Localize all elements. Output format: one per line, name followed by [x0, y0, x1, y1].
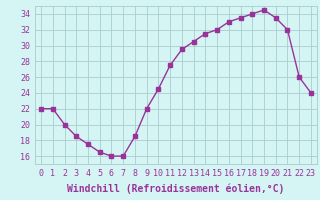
- X-axis label: Windchill (Refroidissement éolien,°C): Windchill (Refroidissement éolien,°C): [67, 183, 285, 194]
